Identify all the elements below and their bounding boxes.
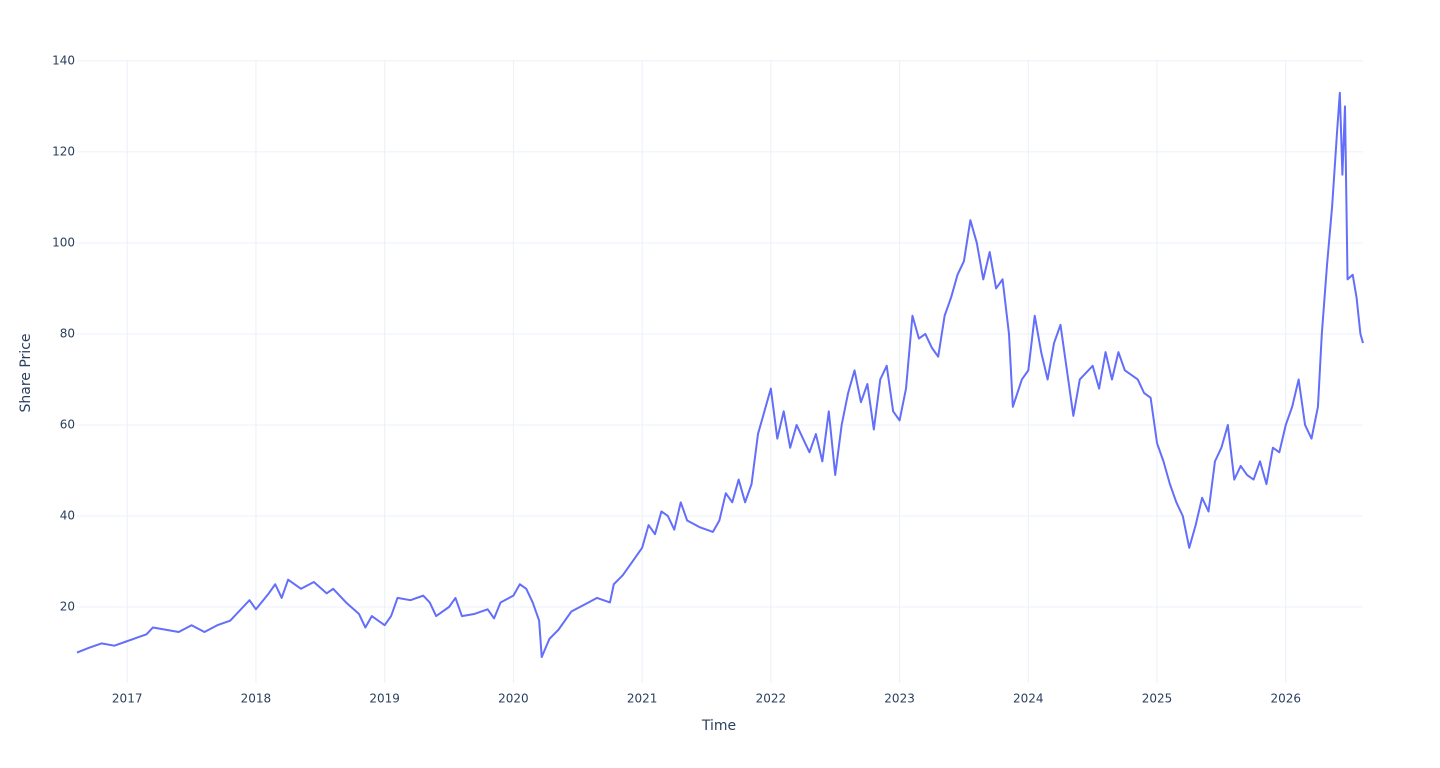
x-tick-label: 2019 <box>369 692 400 706</box>
y-axis-title: Share Price <box>18 333 34 412</box>
x-tick-label: 2024 <box>1013 692 1044 706</box>
x-tick-label: 2025 <box>1142 692 1173 706</box>
x-tick-label: 2018 <box>241 692 272 706</box>
x-tick-label: 2026 <box>1270 692 1301 706</box>
y-tick-label: 40 <box>60 508 75 522</box>
y-tick-label: 20 <box>60 600 75 614</box>
x-tick-label: 2023 <box>884 692 915 706</box>
x-tick-label: 2022 <box>756 692 787 706</box>
y-tick-label: 100 <box>52 235 75 249</box>
y-tick-label: 140 <box>52 53 75 67</box>
price-line <box>76 91 1364 659</box>
x-tick-label: 2021 <box>627 692 658 706</box>
x-tick-label: 2017 <box>112 692 143 706</box>
y-tick-label: 60 <box>60 417 75 431</box>
y-tick-label: 120 <box>52 144 75 158</box>
y-tick-label: 80 <box>60 326 75 340</box>
x-tick-label: 2020 <box>498 692 529 706</box>
x-axis-title: Time <box>701 718 736 734</box>
